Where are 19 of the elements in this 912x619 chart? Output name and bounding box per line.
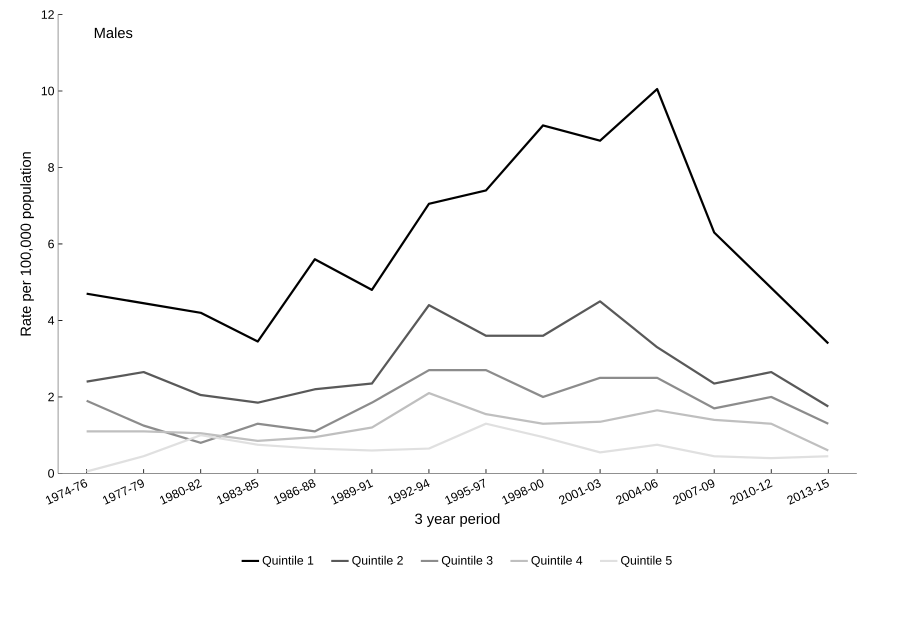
y-tick-label: 4 [48, 316, 54, 325]
y-tick-label: 2 [48, 392, 54, 402]
y-tick-label: 12 [42, 10, 54, 19]
y-tick-label: 10 [42, 86, 54, 96]
y-tick-label: 6 [48, 240, 54, 248]
y-axis-title: Rate per 100,000 population [20, 152, 34, 336]
legend-label: Quintile 2 [352, 556, 403, 568]
line-series [85, 392, 830, 452]
y-tick-label: 0 [48, 469, 54, 478]
text: Males [94, 27, 132, 38]
legend-label: Quintile 1 [262, 556, 314, 568]
legend-label: Quintile 5 [621, 556, 672, 568]
line-series [85, 300, 830, 408]
legend-label: Quintile 3 [442, 556, 493, 568]
x-axis-title: 3 year period [415, 513, 500, 528]
legend-label: Quintile 4 [531, 556, 582, 568]
y-tick-label: 8 [48, 163, 54, 172]
line-series [85, 422, 830, 473]
line-series [85, 369, 830, 444]
